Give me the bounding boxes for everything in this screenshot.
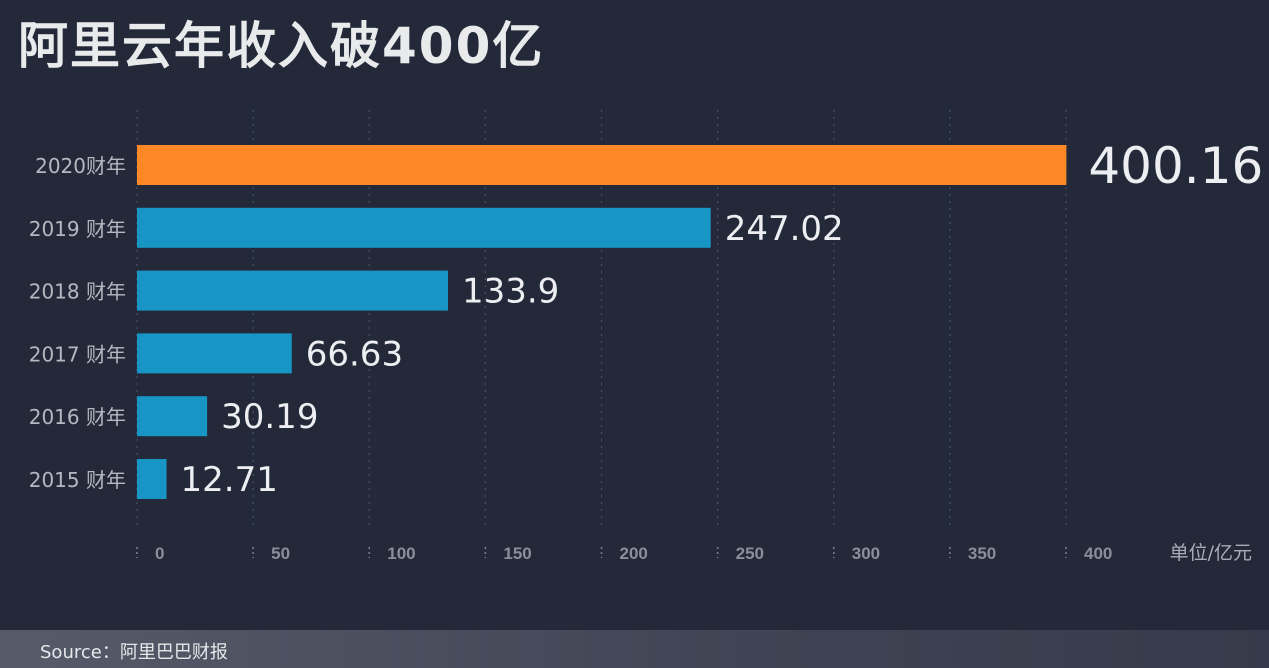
category-label: 2020财年 — [35, 154, 126, 178]
bar — [137, 270, 448, 311]
data-label: 400.16 — [1088, 137, 1263, 195]
data-label: 133.9 — [462, 272, 559, 312]
x-tick-label: 400 — [1084, 544, 1112, 563]
x-tick-label: 300 — [852, 544, 880, 563]
bar — [137, 396, 208, 437]
chart-title: 阿里云年收入破400亿 — [18, 17, 545, 75]
category-label: 2018 财年 — [29, 280, 126, 304]
x-tick-label: 350 — [968, 544, 996, 563]
x-tick-label: 200 — [620, 544, 648, 563]
unit-label: 单位/亿元 — [1170, 542, 1252, 564]
x-tick-label: 250 — [736, 544, 764, 563]
data-label: 30.19 — [221, 397, 318, 437]
footer: Source：阿里巴巴财报 — [0, 630, 1269, 668]
source-note: Source：阿里巴巴财报 — [40, 642, 228, 663]
bar-chart: 0 50 100 150 200 250 300 350 400 单位/亿元 2020财年 400.1… — [29, 110, 1263, 564]
category-label: 2016 财年 — [29, 405, 126, 429]
category-label: 2019 财年 — [29, 217, 126, 241]
x-tick-label: 150 — [503, 544, 531, 563]
bar — [137, 459, 167, 499]
bar — [137, 145, 1067, 185]
category-label: 2017 财年 — [29, 342, 126, 366]
data-label: 12.71 — [181, 460, 278, 500]
x-tick-label: 50 — [271, 544, 290, 563]
data-label: 247.02 — [725, 209, 844, 249]
bar — [137, 333, 292, 374]
bar — [137, 207, 711, 248]
x-tick-label: 0 — [155, 544, 164, 563]
category-label: 2015 财年 — [29, 468, 126, 492]
data-label: 66.63 — [306, 334, 403, 374]
x-tick-label: 100 — [387, 544, 415, 563]
